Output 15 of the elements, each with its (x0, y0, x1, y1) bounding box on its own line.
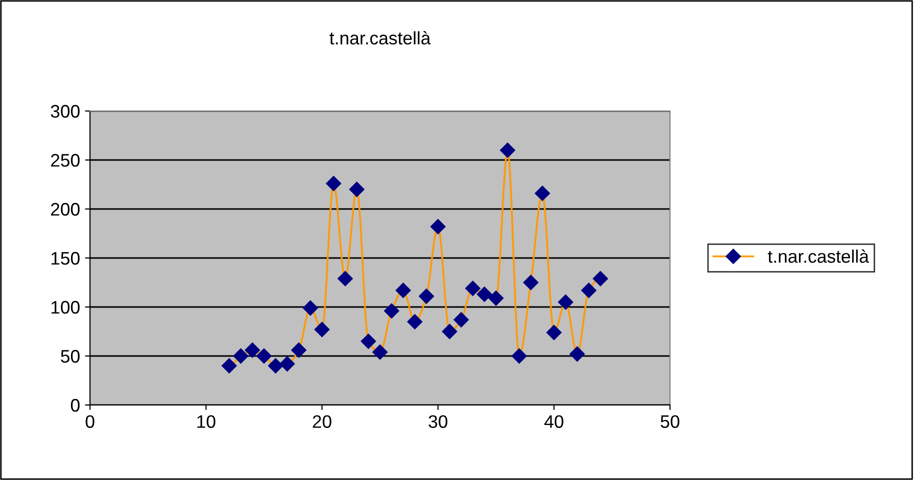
y-tick-label: 250 (51, 154, 80, 167)
y-tick-label: 0 (70, 398, 80, 412)
chart-title: t.nar.castellà (330, 31, 431, 45)
y-tick-label: 300 (50, 104, 80, 118)
y-tick-label: 50 (60, 350, 80, 363)
x-tick-label: 40 (544, 415, 564, 428)
x-tick-label: 10 (197, 415, 216, 428)
x-tick-label: 0 (86, 415, 94, 428)
x-tick-label: 30 (428, 415, 448, 428)
y-tick-label: 100 (52, 300, 80, 314)
y-tick-label: 150 (52, 252, 80, 265)
x-tick-label: 50 (660, 415, 680, 428)
legend-label: t.nar.castellà (768, 249, 869, 263)
y-tick-label: 200 (51, 202, 80, 216)
x-tick-label: 20 (312, 415, 332, 428)
